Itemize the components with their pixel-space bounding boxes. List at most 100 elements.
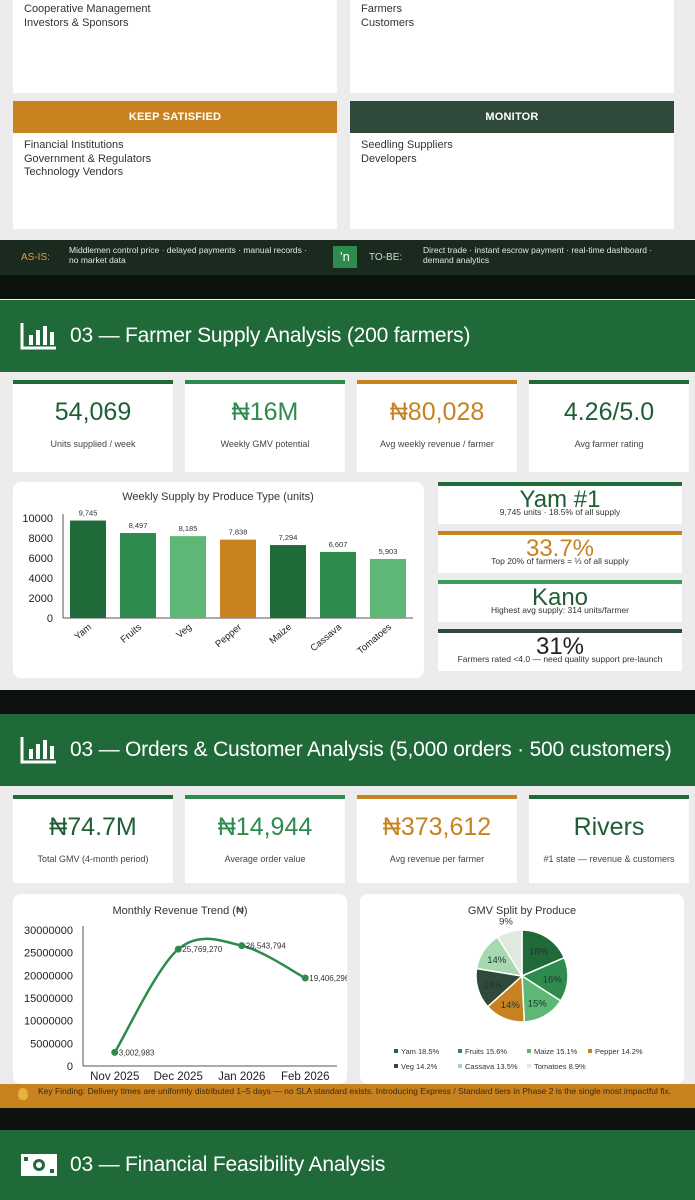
kpi-card: ₦16M Weekly GMV potential	[185, 380, 345, 472]
divider	[0, 275, 695, 299]
asis-tobe-strip: AS-IS: Middlemen control price · delayed…	[0, 240, 695, 275]
stakeholder-item: Financial Institutions	[24, 139, 124, 151]
kpi-value: ₦373,612	[382, 813, 492, 841]
legend-swatch	[527, 1049, 531, 1053]
bar	[120, 533, 156, 618]
arrow-glyph: 'n	[340, 249, 350, 264]
bar-chart-icon	[20, 737, 56, 764]
section-header-financial: 03 — Financial Feasibility Analysis	[0, 1130, 695, 1200]
section-title: 03 — Farmer Supply Analysis (200 farmers…	[70, 324, 471, 347]
section-header-supply: 03 — Farmer Supply Analysis (200 farmers…	[0, 300, 695, 372]
bar-value-label: 8,497	[129, 521, 148, 530]
pie-chart-svg: GMV Split by Produce 18% 16% 15% 14% 14% 14% 9%…	[394, 905, 643, 1071]
insight-value: 33.7%	[525, 535, 595, 562]
slice-label: 14%	[487, 955, 507, 966]
y-tick-label: 0	[67, 1061, 73, 1073]
stakeholder-item: Seedling Suppliers	[361, 139, 453, 151]
lightbulb-icon	[18, 1088, 28, 1100]
data-point	[238, 942, 246, 950]
y-tick-label: 30000000	[24, 925, 73, 937]
stakeholder-item: Cooperative Management	[24, 3, 151, 15]
legend-swatch	[458, 1049, 462, 1053]
tobe-text: Direct trade · instant escrow payment · …	[423, 245, 653, 265]
bar-value-label: 6,607	[329, 540, 348, 549]
bar-value-label: 5,903	[379, 547, 398, 556]
insight-label: Farmers rated <4.0 — need quality suppor…	[457, 654, 663, 664]
kpi-value: ₦80,028	[389, 398, 485, 426]
bar-value-label: 7,838	[229, 528, 248, 537]
legend-swatch	[394, 1049, 398, 1053]
legend-swatch	[588, 1049, 592, 1053]
bar	[270, 545, 306, 618]
legend-swatch	[394, 1064, 398, 1068]
kpi-card: 54,069 Units supplied / week	[13, 380, 173, 472]
insight-card: 33.7% Top 20% of farmers = ⅓ of all supp…	[438, 531, 682, 573]
y-tick-label: 0	[47, 613, 53, 625]
stakeholder-card-keep-satisfied: KEEP SATISFIED Financial Institutions Go…	[13, 101, 337, 229]
data-point	[301, 974, 309, 982]
y-tick-label: 15000000	[24, 993, 73, 1005]
legend-label: Yam 18.5%	[401, 1047, 440, 1056]
section-header-orders: 03 — Orders & Customer Analysis (5,000 o…	[0, 714, 695, 786]
insight-value: Yam #1	[519, 486, 601, 513]
stakeholder-item: Technology Vendors	[24, 166, 124, 178]
bar-value-label: 7,294	[279, 533, 298, 542]
asis-text: Middlemen control price · delayed paymen…	[69, 245, 308, 265]
keep-satisfied-header: KEEP SATISFIED	[13, 101, 337, 133]
insight-card: Kano Highest avg supply: 314 units/farme…	[438, 580, 682, 622]
transition-arrow-icon: 'n	[333, 246, 357, 268]
divider	[0, 690, 695, 714]
insight-value: Kano	[531, 584, 589, 611]
series-line	[113, 937, 306, 1054]
kpi-label: Avg weekly revenue / farmer	[380, 439, 494, 449]
stakeholder-item: Developers	[361, 152, 417, 165]
monitor-header: MONITOR	[350, 101, 674, 133]
x-tick-label: Tomatoes	[355, 622, 394, 657]
x-tick-label: Yam	[72, 622, 94, 643]
kpi-card: ₦74.7M Total GMV (4-month period)	[13, 795, 173, 883]
kpi-label: Avg farmer rating	[574, 439, 644, 449]
data-label: 25,769,270	[182, 945, 223, 954]
legend-label: Fruits 15.6%	[465, 1047, 507, 1056]
legend-swatch	[458, 1064, 462, 1068]
divider	[0, 1108, 695, 1130]
y-tick-label: 25000000	[24, 948, 73, 960]
x-tick-label: Cassava	[309, 621, 345, 654]
y-tick-label: 8000	[29, 533, 53, 545]
bar-chart-svg: Weekly Supply by Produce Type (units) 0 20…	[22, 491, 413, 657]
bar	[320, 551, 356, 618]
y-tick-label: 6000	[29, 553, 53, 565]
stakeholder-card-keep-informed: Farmers Customers	[350, 0, 674, 93]
kpi-label: Total GMV (4-month period)	[37, 854, 149, 864]
stakeholder-item: Customers	[361, 16, 415, 29]
slice-label: 18%	[529, 947, 549, 958]
kpi-value: Rivers	[573, 813, 645, 841]
kpi-card: Rivers #1 state — revenue & customers	[529, 795, 689, 883]
stakeholder-item: Farmers	[361, 3, 402, 15]
slice-label: 15%	[528, 998, 548, 1009]
revenue-line-chart: Monthly Revenue Trend (₦) 0 5000000 1000000…	[13, 894, 350, 1084]
bar	[170, 536, 206, 618]
legend-label: Pepper 14.2%	[595, 1047, 643, 1056]
slice-label: 14%	[501, 1000, 521, 1011]
bar	[220, 539, 256, 618]
bar-chart-icon	[20, 323, 56, 350]
kpi-value: ₦14,944	[217, 813, 313, 841]
kpi-value: 54,069	[54, 398, 132, 426]
chart-title: Monthly Revenue Trend (₦)	[112, 905, 247, 917]
slice-label: 9%	[499, 916, 513, 927]
data-point	[174, 945, 182, 953]
insight-label: Highest avg supply: 314 units/farmer	[491, 605, 629, 615]
key-finding-text: Key Finding: Delivery times are uniforml…	[38, 1086, 672, 1096]
legend-label: Veg 14.2%	[401, 1062, 438, 1071]
y-tick-label: 2000	[29, 593, 53, 605]
y-tick-label: 10000000	[24, 1016, 73, 1028]
data-label: 19,406,296	[309, 974, 347, 983]
x-tick-label: Maize	[267, 622, 293, 647]
kpi-card: ₦14,944 Average order value	[185, 795, 345, 883]
kpi-value: ₦16M	[231, 398, 299, 426]
kpi-value: ₦74.7M	[49, 813, 137, 841]
slice-label: 16%	[543, 974, 563, 985]
insight-card: Yam #1 9,745 units · 18.5% of all supply	[438, 482, 682, 524]
stakeholder-card-manage-closely: Cooperative Management Investors & Spons…	[13, 0, 337, 93]
